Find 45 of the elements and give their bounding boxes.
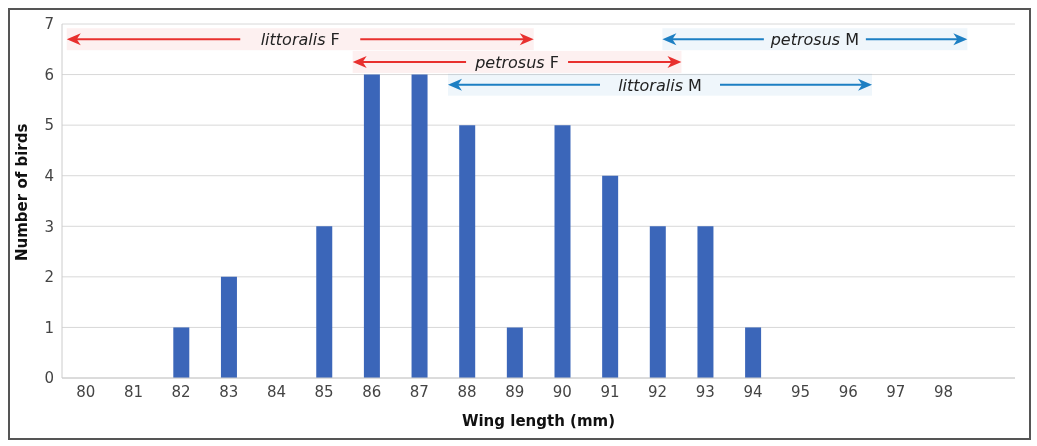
bar	[363, 74, 380, 378]
x-tick-label: 92	[648, 382, 668, 401]
x-tick-label: 90	[552, 382, 572, 401]
y-tick-label: 3	[44, 217, 54, 236]
x-tick-label: 81	[123, 382, 144, 401]
x-tick-label: 82	[171, 382, 191, 401]
y-axis-title: Number of birds	[13, 123, 32, 261]
x-tick-label: 85	[314, 382, 334, 401]
y-tick-label: 1	[44, 318, 54, 337]
bar	[411, 74, 428, 378]
x-axis-title: Wing length (mm)	[461, 412, 616, 430]
bar	[697, 226, 714, 378]
x-tick-label: 88	[457, 382, 477, 401]
band-label: petrosus M	[769, 29, 860, 49]
x-tick-label: 89	[505, 382, 525, 401]
y-tick-label: 5	[44, 116, 54, 135]
x-tick-label: 84	[266, 382, 286, 401]
x-tick-label: 80	[76, 382, 96, 401]
bar	[316, 226, 333, 378]
band-label: littoralis M	[618, 75, 702, 95]
bar	[173, 327, 190, 378]
x-tick-label: 94	[743, 382, 763, 401]
x-tick-label: 91	[600, 382, 620, 401]
x-tick-label: 83	[219, 382, 239, 401]
bar	[506, 327, 523, 378]
y-tick-label: 0	[44, 369, 54, 388]
bar	[554, 125, 571, 378]
x-tick-label: 97	[886, 382, 906, 401]
bar	[220, 276, 237, 378]
y-tick-label: 4	[44, 167, 54, 186]
bar	[602, 175, 619, 378]
y-tick-label: 7	[44, 15, 54, 34]
band-label: littoralis F	[260, 29, 340, 49]
band-label: petrosus F	[474, 52, 559, 72]
x-tick-label: 96	[838, 382, 858, 401]
x-tick-label: 98	[933, 382, 954, 401]
y-tick-label: 6	[44, 65, 54, 84]
x-tick-label: 86	[362, 382, 382, 401]
x-tick-label: 93	[695, 382, 715, 401]
y-tick-label: 2	[44, 268, 54, 287]
bar	[745, 327, 762, 378]
x-tick-label: 95	[791, 382, 811, 401]
x-tick-label: 87	[409, 382, 429, 401]
bar	[649, 226, 666, 378]
bar	[459, 125, 476, 378]
